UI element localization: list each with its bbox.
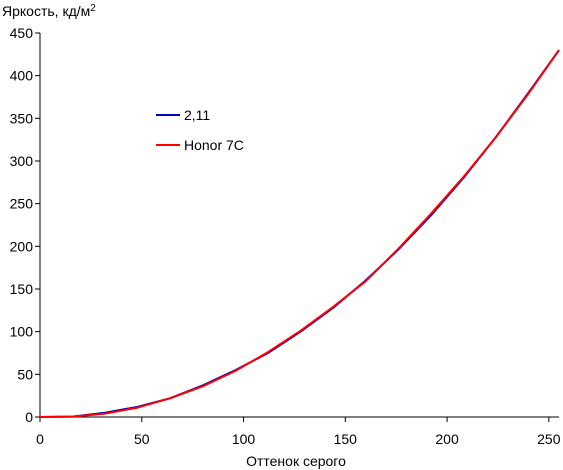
x-tick-label: 250 bbox=[537, 431, 561, 447]
y-tick-label: 100 bbox=[10, 324, 34, 340]
legend-label-honor-7c: Honor 7C bbox=[184, 137, 244, 153]
y-tick-label: 300 bbox=[10, 153, 34, 169]
series-lines bbox=[39, 49, 560, 418]
x-tick-label: 150 bbox=[334, 431, 358, 447]
legend: 2,11 Honor 7C bbox=[156, 107, 244, 153]
legend-label-gamma-2-11: 2,11 bbox=[184, 107, 210, 123]
x-tick-label: 50 bbox=[134, 431, 150, 447]
x-tick-label: 0 bbox=[36, 431, 44, 447]
x-axis-title: Оттенок серого bbox=[246, 453, 346, 469]
series-line-honor-7c bbox=[39, 49, 560, 418]
x-ticks: 0 50 100 150 200 250 bbox=[36, 417, 561, 447]
y-tick-label: 150 bbox=[10, 281, 34, 297]
y-tick-label: 200 bbox=[10, 238, 34, 254]
y-tick-label: 250 bbox=[10, 196, 34, 212]
y-tick-label: 450 bbox=[10, 25, 34, 41]
y-axis-title: Яркость, кд/м2 bbox=[2, 3, 96, 19]
y-tick-label: 0 bbox=[25, 409, 33, 425]
y-tick-label: 350 bbox=[10, 110, 34, 126]
x-tick-label: 200 bbox=[435, 431, 459, 447]
y-tick-label: 50 bbox=[17, 366, 33, 382]
x-tick-label: 100 bbox=[232, 431, 256, 447]
y-tick-label: 400 bbox=[10, 68, 34, 84]
y-ticks: 0 50 100 150 200 250 300 350 400 450 bbox=[10, 25, 40, 425]
axes bbox=[39, 33, 559, 418]
series-line-gamma-2-11 bbox=[39, 49, 560, 418]
